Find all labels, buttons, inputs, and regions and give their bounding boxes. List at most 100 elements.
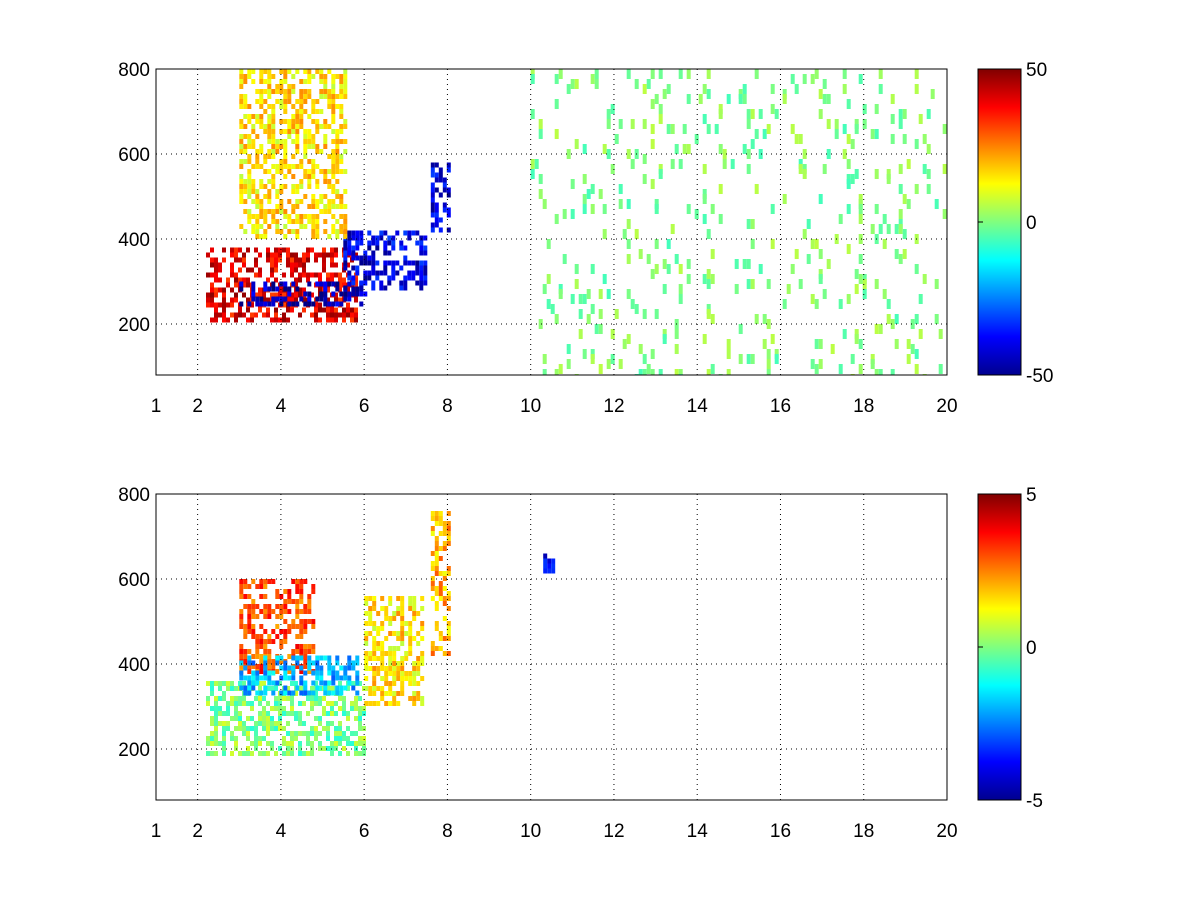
heatmap-cell (590, 264, 595, 274)
heatmap-cell (376, 666, 381, 671)
heatmap-cell (380, 651, 385, 656)
heatmap-cell (626, 149, 631, 159)
heatmap-cell (371, 250, 376, 256)
heatmap-cell (271, 670, 276, 676)
heatmap-cell (434, 207, 439, 213)
heatmap-cell (247, 179, 252, 184)
heatmap-cell (826, 94, 831, 104)
heatmap-cell (291, 89, 296, 94)
heatmap-cell (335, 104, 340, 109)
heatmap-cell (578, 309, 583, 319)
heatmap-cell (270, 252, 274, 258)
heatmap-cell (842, 69, 847, 79)
heatmap-cell (338, 706, 342, 711)
heatmap-cell (206, 272, 210, 278)
heatmap-cell (582, 349, 587, 359)
heatmap-cell (364, 636, 369, 641)
heatmap-cell (354, 741, 358, 746)
heatmap-cell (218, 262, 222, 268)
heatmap-cell (318, 287, 322, 293)
heatmap-cell (282, 696, 286, 701)
heatmap-cell (314, 731, 318, 736)
heatmap-cell (214, 257, 218, 263)
heatmap-cell (295, 660, 300, 666)
heatmap-cell (295, 614, 300, 619)
heatmap-cell (271, 296, 276, 302)
heatmap-cell (408, 621, 413, 626)
heatmap-cell (574, 79, 579, 89)
heatmap-cell (290, 297, 294, 303)
heatmap-cell (218, 686, 222, 691)
heatmap-cell (554, 314, 559, 324)
heatmap-cell (307, 609, 312, 614)
heatmap-cell (243, 114, 248, 119)
heatmap-cell (291, 164, 296, 169)
heatmap-cell (442, 576, 447, 581)
heatmap-cell (278, 726, 282, 731)
heatmap-cell (290, 292, 294, 298)
heatmap-cell (242, 731, 246, 736)
heatmap-cell (346, 736, 350, 741)
heatmap-cell (355, 235, 360, 241)
heatmap-cell (347, 245, 352, 251)
heatmap-cell (438, 571, 443, 576)
heatmap-cell (218, 302, 222, 308)
heatmap-cell (662, 259, 667, 269)
heatmap-cell (302, 267, 306, 273)
heatmap-cell (255, 634, 260, 639)
heatmap-cell (842, 149, 847, 159)
heatmap-cell (314, 696, 318, 701)
heatmap-cell (270, 686, 274, 691)
heatmap-cell (239, 589, 244, 594)
heatmap-cell (387, 275, 392, 281)
heatmap-cell (238, 751, 242, 756)
heatmap-cell (239, 84, 244, 89)
heatmap-cell (307, 655, 312, 661)
heatmap-cell (355, 265, 360, 271)
heatmap-cell (267, 654, 272, 659)
heatmap-cell (622, 339, 627, 349)
heatmap-cell (343, 124, 348, 129)
heatmap-cell (311, 234, 316, 239)
heatmap-cell (754, 69, 759, 79)
heatmap-cell (334, 252, 338, 258)
heatmap-cell (886, 224, 891, 234)
heatmap-cell (438, 511, 443, 516)
heatmap-cell (423, 245, 428, 251)
heatmap-cell (234, 711, 238, 716)
heatmap-cell (291, 579, 296, 584)
heatmap-cell (239, 139, 244, 144)
heatmap-cell (327, 660, 332, 666)
heatmap-cell (259, 204, 264, 209)
heatmap-cell (262, 711, 266, 716)
heatmap-cell (239, 94, 244, 99)
heatmap-cell (263, 184, 268, 189)
heatmap-cell (610, 104, 615, 114)
heatmap-cell (338, 282, 342, 288)
heatmap-cell (542, 284, 547, 294)
heatmap-cell (335, 74, 340, 79)
heatmap-cell (335, 194, 340, 199)
heatmap-cell (255, 649, 260, 654)
heatmap-cell (331, 119, 336, 124)
heatmap-cell (331, 154, 336, 159)
heatmap-cell (407, 270, 412, 276)
heatmap-cell (335, 685, 340, 691)
heatmap-cell (334, 711, 338, 716)
heatmap-cell (283, 144, 288, 149)
heatmap-cell (259, 104, 264, 109)
heatmap-cell (226, 317, 230, 323)
heatmap-cell (364, 656, 369, 661)
heatmap-cell (250, 706, 254, 711)
heatmap-cell (239, 189, 244, 194)
heatmap-cell (758, 264, 763, 274)
heatmap-cell (878, 69, 883, 79)
heatmap-cell (294, 257, 298, 263)
heatmap-cell (446, 526, 451, 531)
heatmap-cell (291, 619, 296, 624)
heatmap-cell (255, 159, 260, 164)
heatmap-cell (322, 262, 326, 268)
heatmap-cell (263, 644, 268, 649)
heatmap-cell (355, 675, 360, 681)
heatmap-cell (263, 159, 268, 164)
